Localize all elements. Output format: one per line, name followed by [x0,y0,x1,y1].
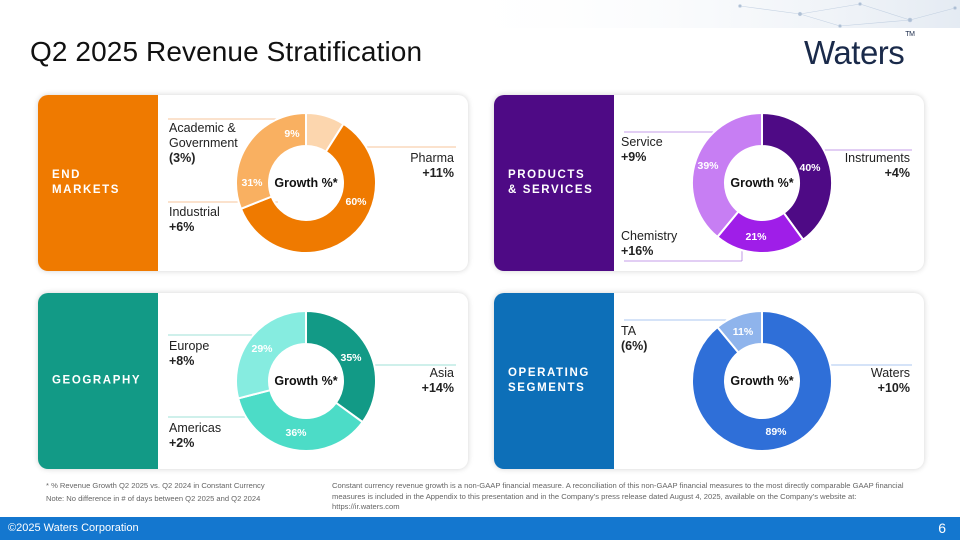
logo-trademark: TM [905,31,915,38]
donut-slice-ta [715,309,763,354]
operating-segments-label-ta: TA (6%) [621,324,647,354]
products-services-pct-service: 39% [697,160,719,172]
geography-pct-asia: 35% [340,352,362,364]
waters-growth: +10% [877,381,910,395]
service-name: Service [621,135,663,149]
service-growth: +9% [621,150,647,164]
donut-slice-asia [305,309,377,424]
donut-slice-pharma [239,122,377,254]
geography-band-label: GEOGRAPHY [52,374,142,387]
products-services-label-service: Service +9% [621,135,663,165]
operating-segments-band-label: OPERATING SEGMENTS [508,367,590,394]
decorative-network-pattern [440,0,960,28]
page-number: 6 [938,520,946,536]
americas-growth: +2% [169,436,195,450]
products-services-band-label: PRODUCTS & SERVICES [508,169,594,196]
footer-bar: ©2025 Waters Corporation 6 [0,517,960,540]
donut-slice-waters [691,309,833,452]
panel-geography: GEOGRAPHY Growth %* 29% 35% 36% Europe +8… [38,293,468,469]
asia-growth: +14% [421,381,454,395]
waters-name: Waters [870,366,910,380]
instruments-name: Instruments [844,151,910,165]
end-markets-center-label: Growth %* [274,176,337,190]
end-markets-band-label: END MARKETS [52,169,121,196]
operating-segments-label-waters: Waters +10% [824,366,910,396]
donut-slice-europe [235,309,307,400]
asia-name: Asia [429,366,454,380]
logo-text: Waters [804,34,905,71]
page-title: Q2 2025 Revenue Stratification [30,36,423,67]
end-markets-pct-industrial: 31% [241,177,263,189]
products-services-donut-chart: Growth %* 39% 40% 21% [624,111,912,262]
geography-band: GEOGRAPHY [38,293,158,469]
donut-slice-service [691,111,763,239]
industrial-name: Industrial [169,205,220,219]
donut-slice-instruments [761,111,833,242]
end-markets-band: END MARKETS [38,95,158,271]
pharma-name: Pharma [410,151,454,165]
donut-slice-americas [236,388,365,452]
end-markets-label-pharma: Pharma +11% [368,151,454,181]
industrial-growth: +6% [169,220,195,234]
operating-segments-connectors [624,319,912,366]
geography-label-europe: Europe +8% [169,339,209,369]
chemistry-name: Chemistry [621,229,678,243]
products-services-pct-chemistry: 21% [745,231,767,243]
copyright: ©2025 Waters Corporation [8,522,139,534]
geography-pct-americas: 36% [285,427,307,439]
operating-segments-pct-waters: 89% [765,426,787,438]
donut-slice-industrial [235,111,307,211]
panel-end-markets: END MARKETS Growth %* 9% 60% 31% Academi… [38,95,468,271]
end-markets-donut-chart: Growth %* 9% 60% 31% [168,111,456,254]
products-services-pct-instruments: 40% [799,162,821,174]
geography-center-label: Growth %* [274,374,337,388]
footnote-growth-basis: * % Revenue Growth Q2 2025 vs. Q2 2024 i… [46,481,265,490]
panel-products-services: PRODUCTS & SERVICES Growth %* 39% 40% 21… [494,95,924,271]
end-markets-label-academic: Academic & Government (3%) [169,121,238,166]
end-markets-pct-pharma: 60% [345,196,367,208]
products-services-connectors [624,131,912,262]
products-services-label-chemistry: Chemistry +16% [621,229,677,259]
panel-operating-segments: OPERATING SEGMENTS Growth %* 11% 89% TA(… [494,293,924,469]
pharma-growth: +11% [422,166,454,180]
operating-segments-center-label: Growth %* [730,374,793,388]
instruments-growth: +4% [884,166,910,180]
geography-label-americas: Americas +2% [169,421,221,451]
americas-name: Americas [169,421,222,435]
footnote-days-note: Note: No difference in # of days between… [46,494,261,503]
waters-logo: WatersTM [804,31,915,72]
chemistry-growth: +16% [621,244,654,258]
europe-name: Europe [169,339,210,353]
ta-name: TA [621,324,637,338]
europe-growth: +8% [169,354,195,368]
products-services-label-instruments: Instruments +4% [824,151,910,181]
products-services-band: PRODUCTS & SERVICES [494,95,614,271]
operating-segments-donut-chart: Growth %* 11% 89% [624,309,912,452]
geography-pct-europe: 29% [251,343,273,355]
end-markets-pct-academic: 9% [284,128,300,140]
operating-segments-band: OPERATING SEGMENTS [494,293,614,469]
footnote-non-gaap: Constant currency revenue growth is a no… [332,481,904,511]
ta-growth: (6%) [621,339,648,353]
products-services-center-label: Growth %* [730,176,793,190]
end-markets-label-industrial: Industrial +6% [169,205,220,235]
geography-donut-chart: Growth %* 29% 35% 36% [168,309,456,452]
geography-label-asia: Asia +14% [368,366,454,396]
operating-segments-pct-ta: 11% [733,326,754,338]
academic-growth: (3%) [169,151,196,165]
academic-name: Academic & Government [169,121,238,150]
